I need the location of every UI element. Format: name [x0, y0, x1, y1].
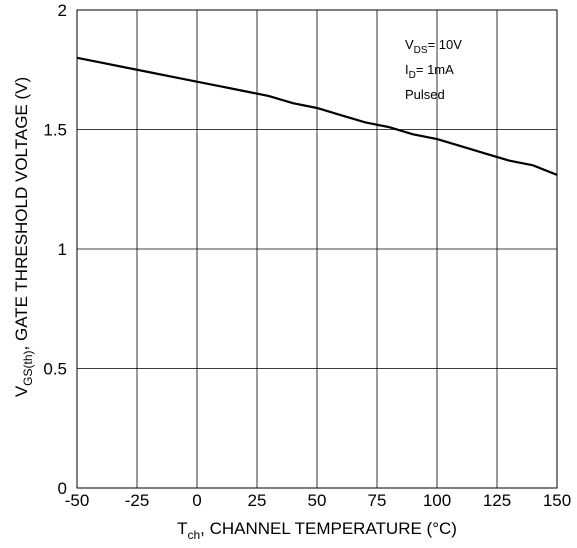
series-line [76, 56, 558, 176]
y-tick-label: 1.5 [43, 121, 67, 140]
x-tick-label: 125 [483, 491, 511, 510]
annotations: VDS= 10V ID= 1mA Pulsed [405, 37, 462, 102]
y-axis-title: VGS(th), GATE THRESHOLD VOLTAGE (V) [12, 77, 35, 397]
grid [76, 9, 558, 489]
x-tick-label: 0 [192, 491, 201, 510]
annotation-line: ID= 1mA [405, 62, 454, 81]
plot-frame [76, 9, 558, 489]
annotation-line: Pulsed [405, 87, 445, 102]
x-axis-title-sub: ch [187, 528, 200, 542]
y-tick-labels: 0 0.5 1 1.5 2 [43, 1, 67, 498]
x-tick-label: -25 [125, 491, 150, 510]
x-axis-title-rest: , CHANNEL TEMPERATURE (°C) [200, 519, 457, 538]
x-tick-label: 100 [423, 491, 451, 510]
x-axis-title: Tch, CHANNEL TEMPERATURE (°C) [177, 519, 457, 542]
y-axis-title-main: V [12, 385, 31, 397]
y-tick-label: 2 [58, 1, 67, 20]
y-axis-title-sub: GS(th) [21, 350, 35, 385]
x-tick-labels: -50 -25 0 25 50 75 100 125 150 [65, 491, 571, 510]
x-tick-label: -50 [65, 491, 90, 510]
y-tick-label: 1 [58, 240, 67, 259]
y-tick-label: 0.5 [43, 360, 67, 379]
x-tick-label: 150 [543, 491, 571, 510]
x-axis-title-main: T [177, 519, 187, 538]
y-tick-label: 0 [58, 479, 67, 498]
x-tick-label: 75 [368, 491, 387, 510]
annotation-line: VDS= 10V [405, 37, 462, 56]
x-tick-label: 25 [248, 491, 267, 510]
x-tick-label: 50 [308, 491, 327, 510]
y-axis-title-rest: , GATE THRESHOLD VOLTAGE (V) [12, 77, 31, 351]
